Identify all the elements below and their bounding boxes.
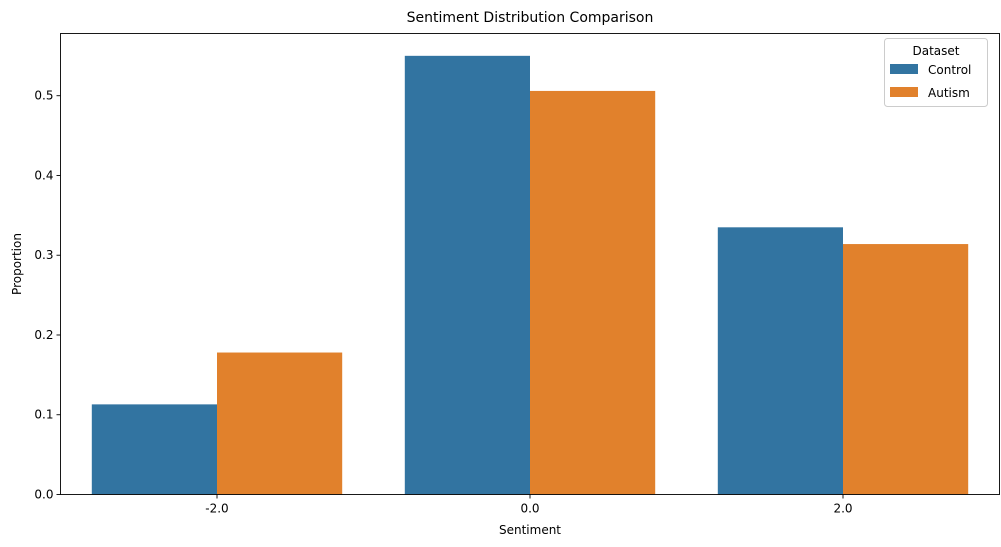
y-tick-label: 0.0 — [34, 488, 53, 502]
y-tick-label: 0.5 — [34, 89, 53, 103]
bar-control-1 — [404, 55, 530, 495]
legend-label-autism: Autism — [928, 86, 970, 100]
plot-area — [91, 55, 969, 495]
bar-autism-2 — [843, 244, 969, 495]
x-tick-label: 2.0 — [833, 502, 852, 516]
bar-control-2 — [717, 227, 843, 495]
legend-title: Dataset — [913, 44, 960, 58]
x-tick-label: -2.0 — [205, 502, 228, 516]
x-axis: -2.0 0.0 2.0 — [205, 494, 853, 516]
legend-swatch-control — [890, 64, 918, 74]
y-tick-label: 0.4 — [34, 168, 53, 182]
x-axis-label: Sentiment — [499, 523, 561, 537]
y-axis-label: Proportion — [10, 233, 24, 295]
x-tick-label: 0.0 — [520, 502, 539, 516]
y-tick-label: 0.1 — [34, 408, 53, 422]
bar-autism-0 — [217, 352, 343, 495]
legend-label-control: Control — [928, 63, 971, 77]
legend-swatch-autism — [890, 87, 918, 97]
bar-control-0 — [91, 404, 217, 495]
y-tick-label: 0.3 — [34, 248, 53, 262]
legend: Dataset Control Autism — [884, 38, 988, 107]
y-axis: 0.0 0.1 0.2 0.3 0.4 0.5 — [34, 89, 61, 502]
chart-title: Sentiment Distribution Comparison — [407, 10, 654, 26]
y-tick-label: 0.2 — [34, 328, 53, 342]
bar-autism-1 — [530, 90, 656, 495]
